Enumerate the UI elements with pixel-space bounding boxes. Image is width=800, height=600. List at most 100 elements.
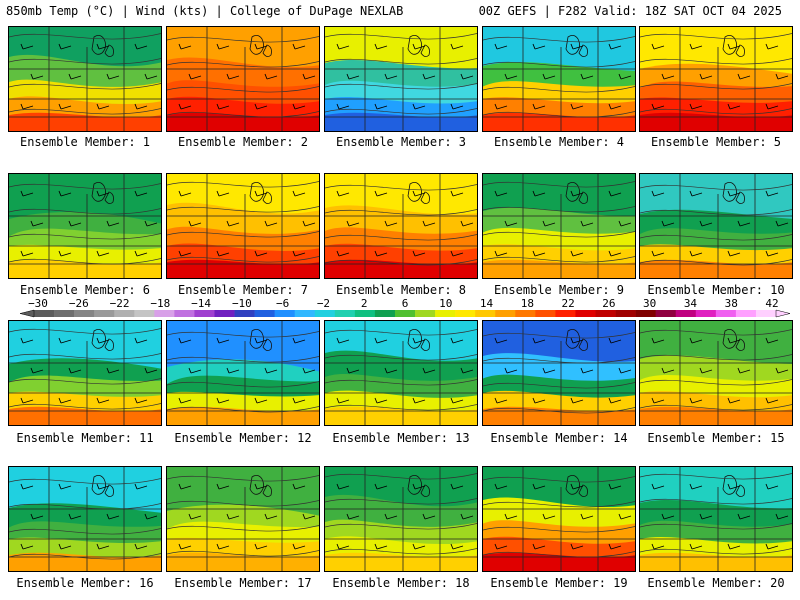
wind-barb xyxy=(336,337,350,344)
wind-barb xyxy=(422,220,436,227)
ensemble-member-caption: Ensemble Member: 9 xyxy=(493,283,625,297)
wind-barb xyxy=(134,43,148,50)
wind-barb xyxy=(58,103,72,110)
wind-barb xyxy=(460,513,474,520)
wind-barb xyxy=(504,513,518,520)
wind-barb xyxy=(412,397,426,404)
temperature-map xyxy=(167,27,319,131)
height-contour xyxy=(325,259,477,266)
wind-barb xyxy=(765,337,779,344)
wind-barb xyxy=(651,190,665,197)
colorbar-segment xyxy=(94,310,115,317)
ensemble-member-caption: Ensemble Member: 8 xyxy=(335,283,467,297)
wind-barb xyxy=(570,43,584,50)
wind-barb xyxy=(618,367,632,374)
wind-barb xyxy=(727,190,741,197)
height-contour xyxy=(167,406,319,413)
wind-barb xyxy=(580,73,594,80)
height-contour xyxy=(483,357,635,364)
wind-barb xyxy=(374,337,388,344)
height-contour xyxy=(483,86,635,93)
wind-barb xyxy=(346,220,360,227)
wind-barb xyxy=(699,513,713,520)
wind-barb xyxy=(134,483,148,490)
ensemble-member-panel xyxy=(482,26,636,132)
wind-barb xyxy=(661,367,675,374)
wind-barb xyxy=(532,337,546,344)
colorbar-segment xyxy=(354,310,376,317)
temperature-map xyxy=(483,321,635,425)
height-contour xyxy=(9,108,161,115)
wind-barb xyxy=(96,483,110,490)
wind-barb xyxy=(699,220,713,227)
wind-barb xyxy=(254,250,268,257)
height-contour xyxy=(167,256,319,263)
wind-barb xyxy=(412,337,426,344)
wind-barb xyxy=(460,367,474,374)
colorbar-segment xyxy=(334,310,356,317)
wind-barb xyxy=(346,73,360,80)
wind-barb xyxy=(570,337,584,344)
temperature-map xyxy=(325,27,477,131)
height-contour xyxy=(325,498,477,505)
wind-barb xyxy=(144,73,158,80)
wind-barb xyxy=(374,543,388,550)
colorbar-tick-label: 38 xyxy=(724,297,738,310)
wind-barb xyxy=(292,43,306,50)
wind-barb xyxy=(494,337,508,344)
colorbar-segment xyxy=(715,310,737,317)
ensemble-member-panel xyxy=(166,173,320,279)
wind-barb xyxy=(254,543,268,550)
wind-barb xyxy=(775,220,789,227)
colorbar-tick-label: 22 xyxy=(561,297,575,310)
wind-barb xyxy=(412,190,426,197)
ensemble-member-panel xyxy=(639,320,793,426)
wind-barb xyxy=(494,190,508,197)
wind-barb xyxy=(737,73,751,80)
colorbar-arrow xyxy=(775,309,790,318)
wind-barb xyxy=(336,190,350,197)
colorbar-tick-label: 30 xyxy=(643,297,657,310)
colorbar-segment xyxy=(314,310,336,317)
map-title: 850mb Temp (°C) | Wind (kts) | College o… xyxy=(6,4,404,18)
wind-barb xyxy=(494,483,508,490)
ensemble-member-caption: Ensemble Member: 18 xyxy=(332,576,470,590)
wind-barb xyxy=(292,483,306,490)
wind-barb xyxy=(254,337,268,344)
height-contour xyxy=(167,86,319,93)
wind-barb xyxy=(188,73,202,80)
height-contour xyxy=(325,33,477,40)
height-contour xyxy=(325,58,477,65)
wind-barb xyxy=(689,43,703,50)
wind-barb xyxy=(20,543,34,550)
wind-barb xyxy=(58,250,72,257)
wind-barb xyxy=(144,513,158,520)
colorbar-tick-label: 10 xyxy=(439,297,453,310)
height-contour xyxy=(483,231,635,238)
wind-barb xyxy=(532,43,546,50)
wind-barb xyxy=(96,337,110,344)
height-contour xyxy=(9,33,161,40)
wind-barb xyxy=(494,103,508,110)
height-contour xyxy=(483,256,635,263)
wind-barb xyxy=(384,513,398,520)
wind-barb xyxy=(504,73,518,80)
wind-barb xyxy=(765,103,779,110)
height-contour xyxy=(167,475,319,482)
wind-barb xyxy=(765,397,779,404)
wind-barb xyxy=(532,483,546,490)
colorbar-tick-label: −30 xyxy=(28,297,48,310)
wind-barb xyxy=(178,483,192,490)
height-contour xyxy=(9,258,161,265)
wind-barb xyxy=(727,250,741,257)
wind-barb xyxy=(264,220,278,227)
ensemble-member-caption: Ensemble Member: 20 xyxy=(647,576,785,590)
wind-barb xyxy=(570,250,584,257)
temperature-map xyxy=(167,174,319,278)
wind-barb xyxy=(254,190,268,197)
ensemble-member-panel xyxy=(8,466,162,572)
wind-barb xyxy=(727,103,741,110)
wind-barb xyxy=(651,103,665,110)
height-contour xyxy=(640,234,792,241)
wind-barb xyxy=(20,250,34,257)
